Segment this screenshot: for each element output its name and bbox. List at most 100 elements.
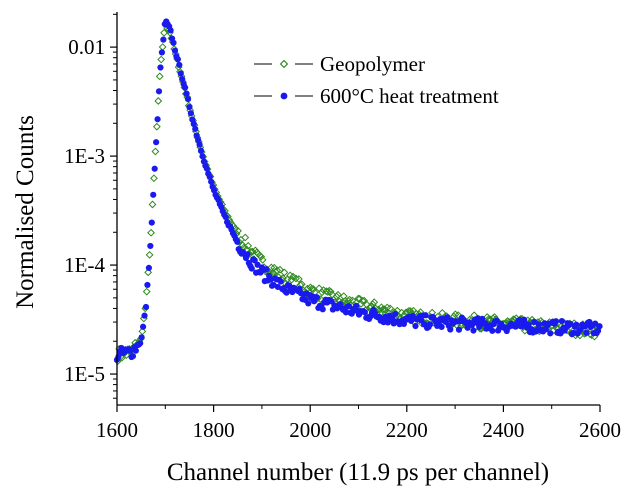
- data-point-600c: [444, 314, 451, 321]
- data-point-geopolymer: [151, 147, 160, 156]
- data-point-600c: [132, 347, 139, 354]
- data-point-600c: [197, 147, 205, 154]
- data-point-600c: [455, 326, 463, 333]
- data-point-600c: [186, 104, 193, 111]
- data-point-600c: [557, 330, 564, 337]
- data-point-geopolymer: [326, 287, 335, 296]
- data-point-geopolymer: [150, 174, 158, 183]
- data-point-600c: [171, 47, 179, 54]
- x-tick-label: 2200: [386, 418, 428, 442]
- x-tick-label: 1600: [96, 418, 138, 442]
- data-point-600c: [389, 315, 396, 322]
- y-tick-label: 1E-4: [64, 253, 105, 277]
- data-point-geopolymer: [241, 233, 250, 242]
- data-point-600c: [412, 322, 419, 330]
- data-point-600c: [422, 312, 429, 319]
- data-point-geopolymer: [152, 122, 161, 131]
- data-point-geopolymer: [234, 226, 242, 235]
- legend-item-geopolymer: Geopolymer: [254, 52, 425, 76]
- data-point-600c: [177, 70, 184, 77]
- series-points-600c-heat-treatment: [113, 18, 603, 363]
- data-point-geopolymer: [334, 290, 342, 299]
- legend-marker-geopolymer: [279, 59, 289, 69]
- data-point-geopolymer: [142, 287, 151, 296]
- data-point-600c: [148, 219, 155, 226]
- data-point-600c: [138, 334, 145, 341]
- data-point-600c: [150, 191, 157, 198]
- data-point-geopolymer: [144, 268, 153, 277]
- data-point-600c: [151, 165, 158, 172]
- data-point-600c: [283, 289, 290, 296]
- x-tick-label: 2600: [579, 418, 621, 442]
- data-point-geopolymer: [238, 241, 247, 249]
- data-point-600c: [167, 27, 174, 34]
- data-point-geopolymer: [147, 228, 155, 237]
- x-tick-label: 2400: [482, 418, 524, 442]
- x-axis-title: Channel number (11.9 ps per channel): [167, 459, 549, 486]
- data-point-600c: [126, 347, 134, 354]
- data-point-600c: [248, 265, 255, 272]
- data-point-600c: [573, 321, 580, 328]
- data-point-geopolymer: [318, 288, 326, 297]
- data-point-geopolymer: [354, 294, 363, 303]
- data-point-600c: [158, 49, 166, 56]
- data-point-geopolymer: [292, 274, 300, 283]
- data-point-600c: [206, 173, 213, 181]
- data-point-600c: [208, 178, 215, 185]
- data-point-600c: [196, 141, 203, 148]
- x-tick-label: 1800: [193, 418, 235, 442]
- data-point-600c: [525, 321, 532, 328]
- data-point-600c: [305, 300, 312, 307]
- data-point-600c: [476, 323, 483, 331]
- data-point-geopolymer: [154, 97, 163, 105]
- data-point-geopolymer: [276, 265, 284, 274]
- data-point-600c: [187, 110, 194, 117]
- data-point-600c: [234, 238, 241, 245]
- data-point-geopolymer: [370, 298, 379, 307]
- data-point-600c: [313, 294, 321, 301]
- data-point-600c: [137, 340, 144, 347]
- data-point-geopolymer: [244, 241, 253, 250]
- data-point-geopolymer: [257, 252, 266, 261]
- legend-item-600c-heat-treatment: 600°C heat treatment: [254, 84, 499, 108]
- data-point-600c: [277, 278, 284, 285]
- data-point-600c: [182, 84, 189, 91]
- data-point-geopolymer: [549, 326, 558, 335]
- legend-marker-600c-heat-treatment: [280, 92, 288, 100]
- data-point-600c: [184, 95, 192, 103]
- data-point-600c: [139, 323, 147, 330]
- data-point-600c: [160, 36, 167, 43]
- data-point-600c: [447, 326, 454, 333]
- y-tick-label: 1E-5: [64, 362, 105, 386]
- data-point-600c: [392, 310, 399, 318]
- data-point-geopolymer: [386, 304, 395, 313]
- data-point-600c: [129, 353, 137, 360]
- data-point-600c: [179, 75, 186, 83]
- data-point-geopolymer: [158, 43, 167, 51]
- data-point-geopolymer: [341, 296, 350, 305]
- data-point-600c: [345, 303, 352, 310]
- legend: Geopolymer 600°C heat treatment: [254, 52, 499, 108]
- data-point-600c: [190, 120, 197, 127]
- data-point-600c: [352, 302, 360, 309]
- data-point-600c: [170, 39, 177, 46]
- data-point-geopolymer: [267, 263, 276, 272]
- legend-label-600c-heat-treatment: 600°C heat treatment: [320, 84, 499, 108]
- data-point-geopolymer: [155, 72, 164, 81]
- data-point-geopolymer: [258, 255, 267, 264]
- x-tick-label: 2000: [289, 418, 331, 442]
- data-point-600c: [192, 125, 199, 133]
- data-point-600c: [155, 88, 163, 95]
- data-point-600c: [176, 61, 183, 69]
- data-point-600c: [142, 303, 150, 311]
- data-point-600c: [157, 64, 164, 71]
- data-point-600c: [583, 329, 590, 336]
- data-point-600c: [147, 242, 154, 250]
- data-point-600c: [596, 323, 603, 330]
- data-point-geopolymer: [358, 297, 367, 305]
- data-point-geopolymer: [248, 247, 257, 256]
- data-point-600c: [183, 90, 190, 97]
- data-point-600c: [141, 312, 148, 319]
- data-point-600c: [174, 56, 181, 63]
- y-tick-label: 0.01: [68, 35, 105, 59]
